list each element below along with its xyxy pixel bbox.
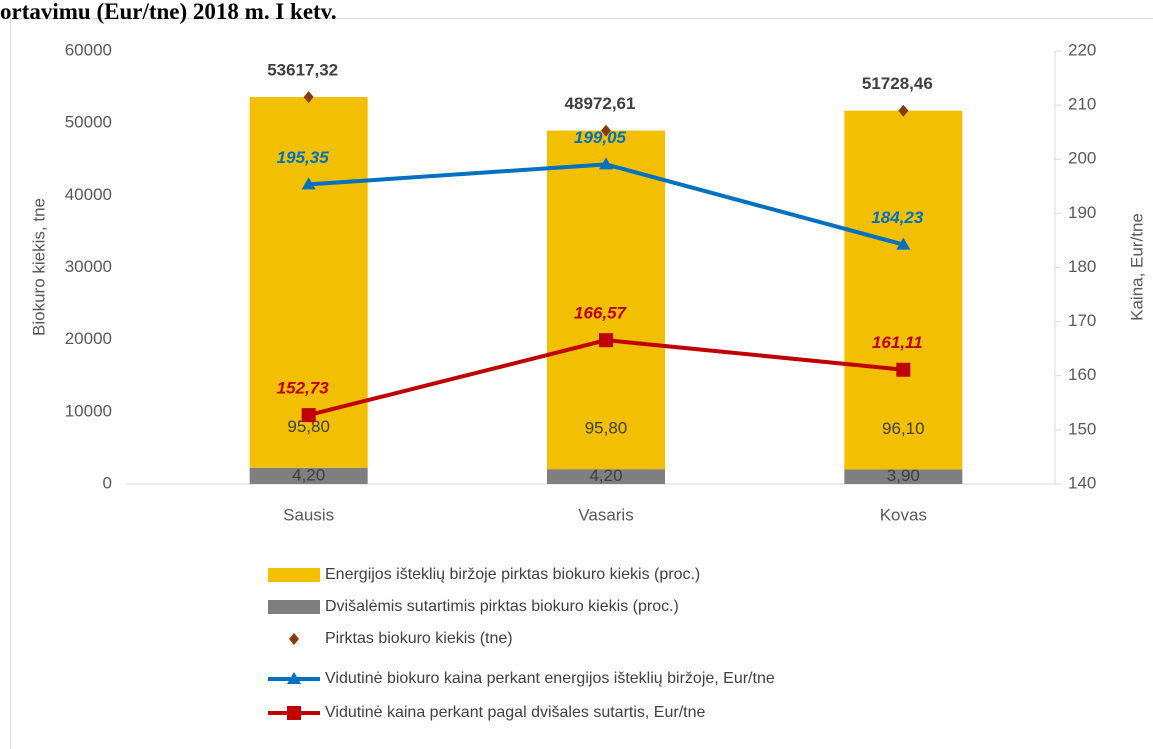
data-label: 199,05 <box>574 128 627 147</box>
x-tick-label: Sausis <box>283 505 334 524</box>
marker-triangle <box>599 157 613 170</box>
marker-square <box>301 408 316 423</box>
x-tick-label: Kovas <box>880 505 927 524</box>
marker-diamond <box>289 633 299 645</box>
data-label: 184,23 <box>871 208 924 227</box>
marker-triangle <box>896 237 911 250</box>
marker-triangle <box>301 177 316 190</box>
data-label: 53617,32 <box>267 61 338 80</box>
chart-title: ortavimu (Eur/tne) 2018 m. I ketv. <box>0 0 337 24</box>
y-tick-label: 40000 <box>65 185 112 204</box>
y2-tick-label: 140 <box>1068 473 1096 492</box>
legend-swatch <box>268 600 320 614</box>
y-tick-label: 50000 <box>65 113 112 132</box>
bar-segment <box>844 469 963 484</box>
bar-segment <box>547 469 665 484</box>
data-label: 166,57 <box>574 304 628 323</box>
y2-tick-label: 170 <box>1068 311 1096 330</box>
y2-tick-label: 220 <box>1068 40 1096 59</box>
y-tick-label: 60000 <box>65 40 112 59</box>
data-label: 161,11 <box>872 333 923 352</box>
data-label: 95,80 <box>585 419 628 438</box>
y2-tick-label: 210 <box>1068 95 1096 114</box>
y2-axis-title: Kaina, Eur/tne <box>1127 213 1146 321</box>
data-label: 4,20 <box>589 466 622 485</box>
legend-swatch <box>268 568 320 582</box>
legend-label: Dvišalėmis sutartimis pirktas biokuro ki… <box>325 598 679 615</box>
chart-frame <box>10 18 1153 749</box>
data-label: 96,10 <box>882 419 925 438</box>
y2-tick-label: 200 <box>1068 149 1096 168</box>
y2-tick-label: 190 <box>1068 203 1096 222</box>
bar-segment <box>547 130 665 470</box>
marker-diamond <box>601 124 611 137</box>
y-tick-label: 20000 <box>65 329 112 348</box>
marker-square <box>896 362 911 377</box>
data-label: 195,35 <box>277 148 330 167</box>
y2-tick-label: 150 <box>1068 419 1096 438</box>
marker-square <box>287 706 301 720</box>
legend-label: Pirktas biokuro kiekis (tne) <box>325 630 513 647</box>
data-label: 4,20 <box>292 465 325 484</box>
y2-tick-label: 180 <box>1068 257 1096 276</box>
data-label: 3,90 <box>887 466 920 485</box>
y-tick-label: 30000 <box>65 257 112 276</box>
y2-tick-label: 160 <box>1068 365 1096 384</box>
x-tick-label: Vasaris <box>578 505 633 524</box>
y-tick-label: 10000 <box>65 401 112 420</box>
legend-label: Vidutinė biokuro kaina perkant energijos… <box>325 670 775 687</box>
bar-segment <box>249 467 368 484</box>
marker-triangle <box>287 672 301 684</box>
y-tick-label: 0 <box>103 473 112 492</box>
bar-segment <box>844 110 963 470</box>
legend-label: Vidutinė kaina perkant pagal dvišales su… <box>325 704 705 721</box>
marker-diamond <box>303 91 314 104</box>
y-axis-title: Biokuro kiekis, tne <box>29 198 48 336</box>
data-label: 51728,46 <box>862 74 933 93</box>
marker-diamond <box>898 104 909 117</box>
data-label: 152,73 <box>277 379 330 398</box>
data-label: 95,80 <box>287 417 330 436</box>
marker-square <box>599 333 613 348</box>
legend-label: Energijos išteklių biržoje pirktas bioku… <box>325 566 700 583</box>
data-label: 48972,61 <box>565 94 636 113</box>
